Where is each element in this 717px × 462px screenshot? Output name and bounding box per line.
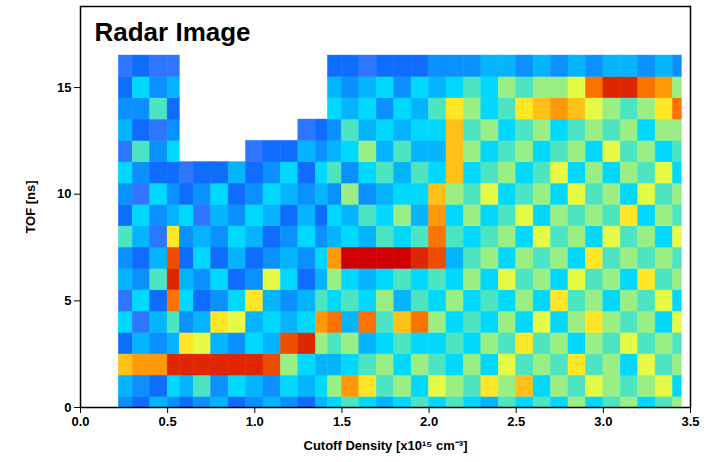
svg-text:10: 10 [57, 186, 71, 201]
svg-text:1.0: 1.0 [246, 414, 264, 429]
svg-text:3.0: 3.0 [594, 414, 612, 429]
svg-text:2.5: 2.5 [507, 414, 525, 429]
svg-text:0.5: 0.5 [159, 414, 177, 429]
svg-text:TOF [ns]: TOF [ns] [23, 180, 38, 233]
svg-text:0: 0 [64, 400, 71, 415]
svg-text:0.0: 0.0 [71, 414, 89, 429]
svg-text:2.0: 2.0 [420, 414, 438, 429]
svg-text:15: 15 [57, 80, 71, 95]
svg-text:1.5: 1.5 [333, 414, 351, 429]
svg-text:5: 5 [64, 293, 71, 308]
svg-text:Radar Image: Radar Image [95, 17, 251, 47]
svg-text:Cutoff Density [x10¹⁵ cm⁻³]: Cutoff Density [x10¹⁵ cm⁻³] [304, 438, 468, 453]
svg-text:3.5: 3.5 [681, 414, 699, 429]
